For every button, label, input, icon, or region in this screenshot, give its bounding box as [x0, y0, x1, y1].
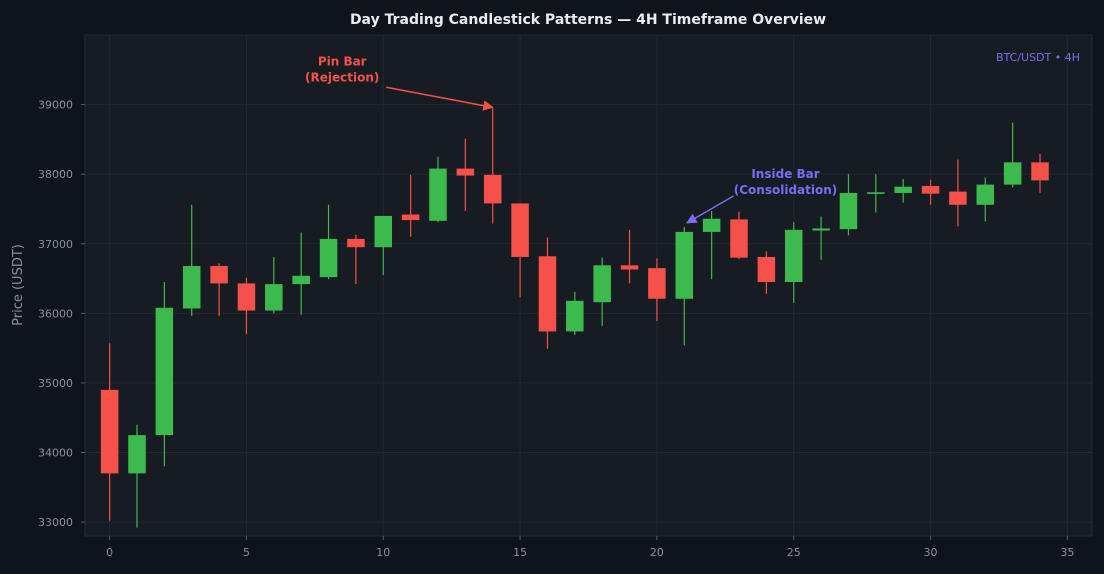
- x-tick-label: 0: [106, 546, 113, 559]
- candle-body-up: [593, 265, 611, 303]
- candle-body-up: [374, 215, 393, 248]
- y-tick-label: 37000: [38, 238, 73, 251]
- x-tick-label: 30: [924, 546, 938, 559]
- candle-body-up: [265, 284, 283, 311]
- x-tick-label: 35: [1060, 546, 1074, 559]
- y-tick-label: 35000: [38, 377, 73, 390]
- x-tick-label: 25: [787, 546, 801, 559]
- candle-body-up: [182, 266, 201, 309]
- x-tick-label: 10: [376, 546, 390, 559]
- candle-body-down: [538, 256, 557, 332]
- candle-body-up: [292, 275, 310, 285]
- candle-body-up: [566, 300, 584, 332]
- candle-body-up: [128, 435, 146, 474]
- y-axis-label: Price (USDT): [11, 244, 26, 326]
- candle-body-up: [702, 218, 721, 232]
- candle-body-down: [347, 238, 365, 248]
- x-tick-label: 5: [243, 546, 250, 559]
- candle-body-down: [730, 219, 748, 258]
- axis-ticks: 33000 34000 35000 36000 37000 38000 39000 0 5 10 1…: [38, 99, 1074, 559]
- candle-body-down: [921, 185, 940, 194]
- x-tick-label: 15: [513, 546, 527, 559]
- chart-title: Day Trading Candlestick Patterns — 4H Ti…: [350, 12, 826, 28]
- candle-body-down: [757, 256, 776, 283]
- candle-body-up: [867, 192, 885, 194]
- candle-body-down: [949, 191, 967, 205]
- candle-body-down: [483, 174, 502, 204]
- y-tick-label: 38000: [38, 168, 73, 181]
- candle-body-up: [1003, 162, 1022, 185]
- y-tick-label: 39000: [38, 99, 73, 112]
- candle-body-down: [456, 168, 475, 176]
- candle-body-up: [784, 229, 803, 283]
- candle-body-down: [620, 265, 639, 270]
- annotation-label: Pin Bar (Rejection): [305, 54, 379, 84]
- symbol-timeframe-label: BTC/USDT • 4H: [996, 51, 1080, 64]
- candle-body-down: [648, 268, 666, 299]
- candle-body-down: [401, 214, 420, 221]
- candle-body-down: [100, 389, 119, 474]
- annotations: Pin Bar (Rejection) Inside Bar (Consolidati…: [305, 54, 838, 224]
- plot-area: [84, 34, 1093, 537]
- candle-body-down: [511, 203, 529, 257]
- candle-body-down: [1031, 162, 1049, 181]
- y-tick-label: 33000: [38, 516, 73, 529]
- y-tick-label: 34000: [38, 447, 73, 460]
- annotation-arrow: [686, 195, 734, 224]
- candles: [100, 108, 1049, 528]
- candle-body-up: [429, 168, 447, 221]
- candle-body-up: [894, 186, 912, 193]
- y-tick-label: 36000: [38, 307, 73, 320]
- candle-body-up: [976, 184, 995, 205]
- x-tick-label: 20: [650, 546, 664, 559]
- candle-body-up: [319, 238, 338, 278]
- candle-body-up: [155, 307, 174, 436]
- candle-body-up: [839, 192, 858, 230]
- annotation-arrow: [386, 86, 494, 111]
- candle-body-up: [675, 231, 694, 299]
- candle-body-up: [812, 228, 830, 231]
- candle-body-down: [210, 266, 228, 284]
- annotation-label: Inside Bar (Consolidation): [734, 167, 838, 197]
- candle-body-down: [237, 283, 256, 311]
